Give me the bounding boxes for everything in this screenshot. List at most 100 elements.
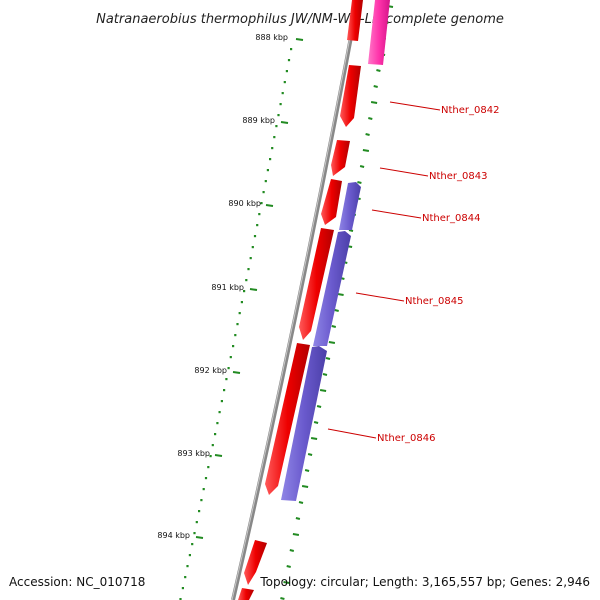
gc-dot	[186, 565, 189, 568]
gene-arrow-forward[interactable]	[299, 228, 334, 340]
gc-skew-dash	[370, 101, 378, 104]
gene-label[interactable]: Nther_0846	[377, 433, 435, 444]
gc-dot	[262, 191, 265, 194]
tick-mark	[195, 536, 204, 539]
gc-dot	[285, 70, 288, 73]
gene-arrow-forward[interactable]	[331, 140, 350, 176]
gene-arrow-reverse[interactable]	[281, 346, 327, 501]
accession-text: Accession: NC_010718	[9, 575, 145, 589]
gc-dot	[207, 466, 210, 469]
gc-dot	[253, 235, 257, 238]
gc-dot	[225, 378, 228, 381]
gene-label[interactable]: Nther_0844	[422, 213, 480, 224]
genome-backbone	[231, 0, 360, 600]
gene-arrow-forward[interactable]	[244, 540, 267, 585]
gene-labels: Nther_0842 Nther_0843 Nther_0844 Nther_0…	[377, 105, 499, 444]
gc-dot	[238, 312, 241, 315]
gc-dot	[240, 301, 243, 304]
gc-skew-dash	[322, 373, 328, 376]
gene-arrow-forward[interactable]	[265, 343, 310, 495]
tick-mark	[265, 204, 274, 207]
gc-skew-dash	[357, 181, 362, 184]
gc-dot	[277, 114, 280, 117]
gc-skew-dash	[304, 469, 310, 472]
gc-dot	[258, 213, 261, 216]
gc-dot	[266, 169, 269, 172]
gc-dot	[188, 554, 191, 557]
gene-arrow-forward[interactable]	[321, 179, 342, 225]
gc-dot	[243, 290, 246, 293]
gene-label[interactable]: Nther_0842	[441, 105, 499, 116]
gc-skew-dash	[313, 421, 319, 424]
tick-mark	[232, 371, 241, 374]
gc-dot	[193, 532, 196, 535]
gc-dot	[264, 180, 267, 183]
leader-line	[379, 167, 429, 177]
gc-dot	[195, 521, 198, 524]
map-title: Natranaerobius thermophilus JW/NM-WN-LF,…	[96, 12, 504, 27]
forward-strand-genes	[238, 0, 363, 600]
gc-skew-dash	[325, 357, 331, 360]
gc-skew-dash	[328, 341, 336, 344]
reverse-strand-genes	[281, 182, 361, 501]
gc-dot	[232, 345, 235, 348]
gene-arrow-reverse[interactable]	[339, 182, 361, 230]
gene-arrow-forward[interactable]	[347, 0, 363, 41]
gc-dot	[181, 587, 184, 590]
gc-skew-dash	[298, 501, 304, 504]
gc-dot	[229, 356, 232, 359]
gc-dot	[247, 268, 250, 271]
tick-label: 890 kbp	[228, 199, 261, 208]
gc-skew-dash	[316, 405, 322, 408]
gc-dot	[204, 477, 208, 480]
gene-arrow-forward[interactable]	[340, 65, 361, 127]
gene-label[interactable]: Nther_0843	[429, 171, 487, 182]
gc-dot	[198, 510, 201, 513]
gc-skew-dash	[362, 149, 370, 152]
gc-dot	[211, 444, 214, 447]
rna-gene-arrow[interactable]	[368, 0, 390, 65]
gc-dot	[202, 488, 205, 491]
tick-label: 893 kbp	[177, 449, 210, 458]
gc-dot	[260, 202, 263, 205]
gc-dot	[200, 499, 203, 502]
gc-dot	[234, 334, 237, 337]
gc-skew-dash	[359, 165, 365, 168]
gc-dot	[249, 257, 252, 260]
gc-skew-dash	[348, 229, 354, 232]
tick-label: 889 kbp	[242, 116, 275, 125]
genome-backbone-highlight	[231, 0, 358, 600]
leader-line	[355, 292, 405, 302]
gc-dot	[251, 246, 254, 249]
topology-text: Topology: circular; Length: 3,165,557 bp…	[259, 575, 590, 589]
gc-skew-dash	[286, 565, 291, 568]
gc-skew-dash	[334, 309, 339, 312]
gene-arrow-reverse[interactable]	[313, 231, 351, 346]
gc-skew-dash	[331, 325, 337, 328]
gc-dot	[218, 411, 221, 414]
gc-skew-dash	[283, 581, 290, 584]
gc-dot	[245, 279, 248, 282]
gc-skew-dash	[280, 597, 285, 600]
gc-skew-dash	[368, 117, 373, 120]
gc-skew-dash	[295, 517, 301, 520]
gc-dot	[179, 598, 182, 600]
gc-dot	[256, 224, 259, 227]
gc-dot	[269, 158, 272, 161]
gc-dot	[227, 367, 230, 370]
tick-label: 891 kbp	[211, 283, 244, 292]
gc-skew-dash	[301, 485, 309, 488]
gc-skew-dash	[365, 133, 370, 136]
tick-label: 888 kbp	[255, 33, 288, 42]
gene-arrow-forward[interactable]	[238, 588, 254, 600]
gc-skew-dash	[373, 85, 378, 88]
gc-dot	[290, 48, 293, 51]
gc-skew-dash	[310, 437, 318, 440]
gc-dot	[283, 81, 286, 84]
gene-label[interactable]: Nther_0845	[405, 296, 463, 307]
gc-dot	[275, 125, 278, 128]
tick-label: 894 kbp	[157, 531, 190, 540]
gc-dot	[214, 433, 217, 436]
gc-dot	[209, 455, 212, 458]
